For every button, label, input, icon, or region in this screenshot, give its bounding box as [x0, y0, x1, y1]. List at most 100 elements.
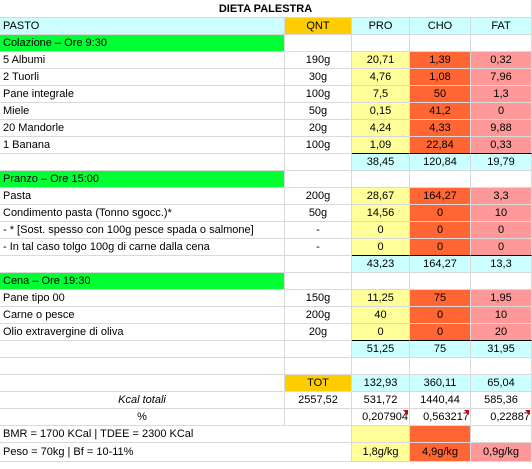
header-cho[interactable]: CHO: [410, 18, 471, 35]
empty-cell[interactable]: [0, 256, 285, 273]
colazione-item-cho[interactable]: 22,84: [410, 137, 471, 154]
pranzo-item-fat[interactable]: 0: [471, 239, 532, 256]
colazione-total-fat[interactable]: 19,79: [471, 154, 532, 171]
colazione-item-qnt[interactable]: 50g: [285, 103, 352, 120]
colazione-item-cho[interactable]: 1,08: [410, 69, 471, 86]
empty-cell[interactable]: [410, 35, 471, 52]
empty-cell[interactable]: [0, 154, 285, 171]
pranzo-total-cho[interactable]: 164,27: [410, 256, 471, 273]
pranzo-item-cho[interactable]: 0: [410, 222, 471, 239]
colazione-item-fat[interactable]: 0,32: [471, 52, 532, 69]
empty-cell[interactable]: [471, 426, 532, 443]
empty-cell[interactable]: [285, 256, 352, 273]
cena-total-fat[interactable]: 31,95: [471, 341, 532, 358]
cena-item-name[interactable]: Olio extravergine di oliva: [0, 324, 285, 341]
colazione-item-name[interactable]: 1 Banana: [0, 137, 285, 154]
colazione-item-pro[interactable]: 1,09: [352, 137, 410, 154]
empty-cell[interactable]: [410, 358, 471, 375]
cena-item-cho[interactable]: 75: [410, 290, 471, 307]
empty-cell[interactable]: [471, 273, 532, 290]
pranzo-item-fat[interactable]: 10: [471, 205, 532, 222]
colazione-item-cho[interactable]: 4,33: [410, 120, 471, 137]
empty-cell[interactable]: [471, 35, 532, 52]
pranzo-total-pro[interactable]: 43,23: [352, 256, 410, 273]
colazione-item-name[interactable]: 5 Albumi: [0, 52, 285, 69]
colazione-item-cho[interactable]: 41,2: [410, 103, 471, 120]
section-cena[interactable]: Cena – Ore 19:30: [0, 273, 285, 290]
empty-cell[interactable]: [410, 426, 471, 443]
kcal-cho[interactable]: 1440,44: [410, 392, 471, 409]
colazione-item-fat[interactable]: 7,96: [471, 69, 532, 86]
tot-label[interactable]: TOT: [285, 375, 352, 392]
empty-cell[interactable]: [352, 426, 410, 443]
pranzo-item-cho[interactable]: 0: [410, 239, 471, 256]
colazione-item-pro[interactable]: 20,71: [352, 52, 410, 69]
colazione-item-qnt[interactable]: 100g: [285, 86, 352, 103]
colazione-item-qnt[interactable]: 190g: [285, 52, 352, 69]
empty-cell[interactable]: [285, 171, 352, 188]
peso-cho[interactable]: 4,9g/kg: [410, 443, 471, 462]
colazione-item-name[interactable]: 2 Tuorli: [0, 69, 285, 86]
colazione-item-cho[interactable]: 50: [410, 86, 471, 103]
colazione-item-pro[interactable]: 4,24: [352, 120, 410, 137]
empty-cell[interactable]: [0, 375, 285, 392]
pranzo-item-name[interactable]: Condimento pasta (Tonno sgocc.)*: [0, 205, 285, 222]
colazione-total-cho[interactable]: 120,84: [410, 154, 471, 171]
peso-fat[interactable]: 0,9g/kg: [471, 443, 532, 462]
pranzo-item-pro[interactable]: 28,67: [352, 188, 410, 205]
bmr-info[interactable]: BMR = 1700 KCal | TDEE = 2300 KCal: [0, 426, 352, 443]
colazione-item-name[interactable]: 20 Mandorle: [0, 120, 285, 137]
colazione-item-pro[interactable]: 7,5: [352, 86, 410, 103]
colazione-item-qnt[interactable]: 20g: [285, 120, 352, 137]
cena-item-pro[interactable]: 40: [352, 307, 410, 324]
cena-item-pro[interactable]: 11,25: [352, 290, 410, 307]
tot-cho[interactable]: 360,11: [410, 375, 471, 392]
cena-item-cho[interactable]: 0: [410, 324, 471, 341]
kcal-pro[interactable]: 531,72: [352, 392, 410, 409]
cena-total-cho[interactable]: 75: [410, 341, 471, 358]
pranzo-item-pro[interactable]: 0: [352, 239, 410, 256]
colazione-item-pro[interactable]: 0,15: [352, 103, 410, 120]
pranzo-item-name[interactable]: - In tal caso tolgo 100g di carne dalla …: [0, 239, 285, 256]
empty-cell[interactable]: [0, 358, 285, 375]
pranzo-item-qnt[interactable]: 200g: [285, 188, 352, 205]
colazione-item-fat[interactable]: 9,88: [471, 120, 532, 137]
colazione-item-qnt[interactable]: 30g: [285, 69, 352, 86]
section-pranzo[interactable]: Pranzo – Ore 15:00: [0, 171, 285, 188]
cena-item-cho[interactable]: 0: [410, 307, 471, 324]
tot-fat[interactable]: 65,04: [471, 375, 532, 392]
empty-cell[interactable]: [410, 171, 471, 188]
empty-cell[interactable]: [471, 171, 532, 188]
colazione-item-name[interactable]: Pane integrale: [0, 86, 285, 103]
colazione-item-fat[interactable]: 0,33: [471, 137, 532, 154]
peso-info[interactable]: Peso = 70kg | Bf = 10-11%: [0, 443, 352, 462]
pranzo-item-name[interactable]: - * [Sost. spesso con 100g pesce spada o…: [0, 222, 285, 239]
cena-item-fat[interactable]: 1,95: [471, 290, 532, 307]
pranzo-item-pro[interactable]: 0: [352, 222, 410, 239]
pranzo-total-fat[interactable]: 13,3: [471, 256, 532, 273]
pct-label[interactable]: %: [0, 409, 285, 426]
empty-cell[interactable]: [285, 358, 352, 375]
pct-cho[interactable]: 0,563217: [410, 409, 471, 426]
cena-item-fat[interactable]: 10: [471, 307, 532, 324]
empty-cell[interactable]: [285, 409, 352, 426]
cena-item-qnt[interactable]: 150g: [285, 290, 352, 307]
pct-fat[interactable]: 0,22887: [471, 409, 532, 426]
pranzo-item-fat[interactable]: 3,3: [471, 188, 532, 205]
colazione-total-pro[interactable]: 38,45: [352, 154, 410, 171]
cena-total-pro[interactable]: 51,25: [352, 341, 410, 358]
cena-item-name[interactable]: Carne o pesce: [0, 307, 285, 324]
colazione-item-name[interactable]: Miele: [0, 103, 285, 120]
cena-item-name[interactable]: Pane tipo 00: [0, 290, 285, 307]
empty-cell[interactable]: [285, 35, 352, 52]
peso-pro[interactable]: 1,8g/kg: [352, 443, 410, 462]
empty-cell[interactable]: [285, 273, 352, 290]
empty-cell[interactable]: [410, 273, 471, 290]
kcal-fat[interactable]: 585,36: [471, 392, 532, 409]
colazione-item-fat[interactable]: 0: [471, 103, 532, 120]
colazione-item-fat[interactable]: 1,3: [471, 86, 532, 103]
cena-item-qnt[interactable]: 20g: [285, 324, 352, 341]
empty-cell[interactable]: [352, 358, 410, 375]
cena-item-qnt[interactable]: 200g: [285, 307, 352, 324]
header-fat[interactable]: FAT: [471, 18, 532, 35]
